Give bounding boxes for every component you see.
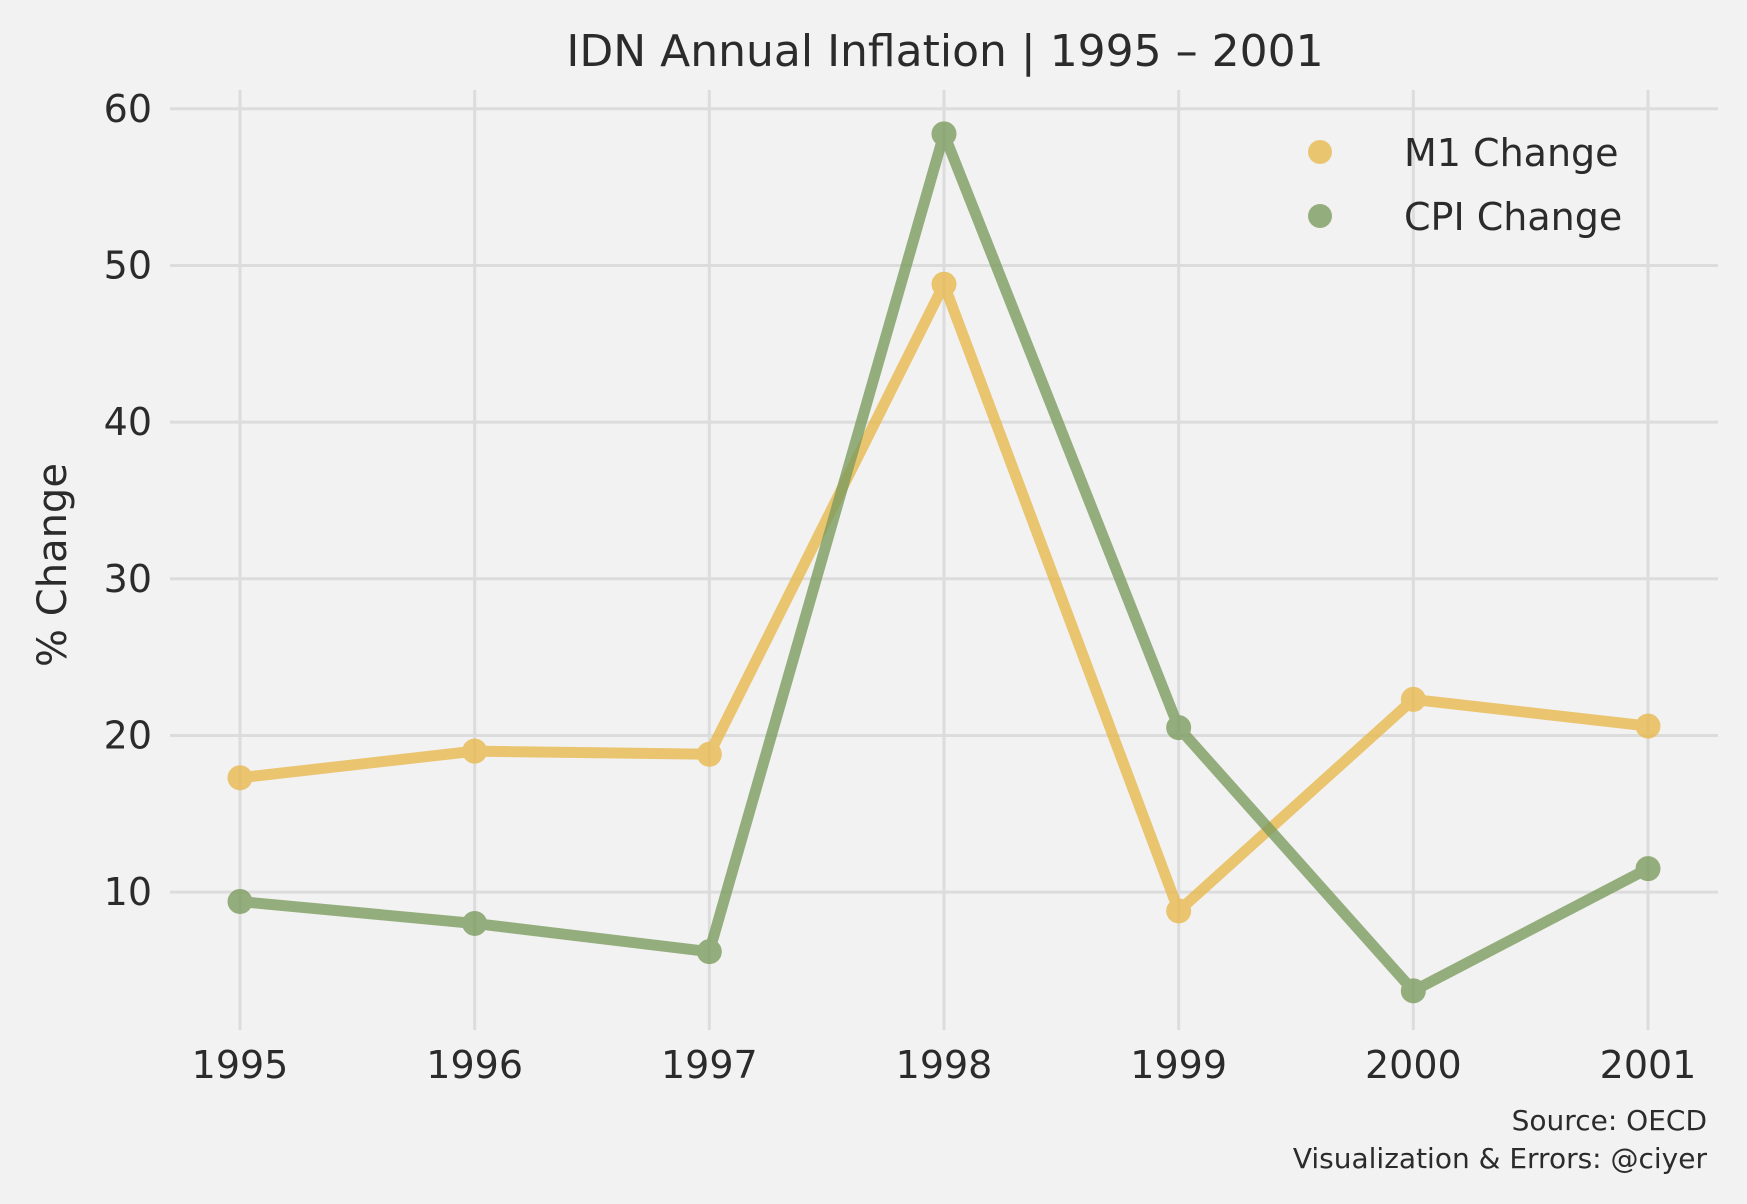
legend-item-m1-change: M1 Change (1308, 131, 1619, 175)
chart-title: IDN Annual Inflation | 1995 – 2001 (566, 26, 1323, 77)
grid (170, 90, 1718, 1030)
legend: M1 Change CPI Change (1308, 131, 1622, 239)
y-tick-label: 30 (104, 557, 152, 601)
data-point-cpi-change (1635, 856, 1661, 882)
x-tick-label: 1997 (661, 1043, 758, 1087)
series-cpi-change (227, 121, 1661, 1004)
x-tick-label: 1999 (1130, 1043, 1227, 1087)
data-point-m1-change (1166, 898, 1192, 924)
y-tick-label: 10 (104, 870, 152, 914)
series-m1-change (227, 271, 1661, 924)
data-point-cpi-change (931, 121, 957, 147)
source-note: Source: OECD (1512, 1104, 1707, 1137)
data-point-m1-change (1635, 713, 1661, 739)
data-point-cpi-change (1400, 978, 1426, 1004)
legend-marker (1308, 204, 1332, 228)
data-point-m1-change (696, 741, 722, 767)
data-point-cpi-change (462, 910, 488, 936)
x-tick-label: 2000 (1365, 1043, 1462, 1087)
data-point-m1-change (1400, 686, 1426, 712)
data-point-cpi-change (1166, 715, 1192, 741)
legend-item-cpi-change: CPI Change (1308, 195, 1622, 239)
y-tick-label: 40 (104, 400, 152, 444)
x-tick-label: 1998 (896, 1043, 993, 1087)
legend-marker (1308, 140, 1332, 164)
data-point-cpi-change (227, 889, 253, 915)
legend-label: CPI Change (1404, 195, 1622, 239)
axis-labels: 1995 1996 1997 1998 1999 2000 2001 10 20 30 40 50 60 (104, 87, 1697, 1087)
y-tick-label: 60 (104, 87, 152, 131)
x-tick-label: 2001 (1600, 1043, 1697, 1087)
x-tick-label: 1996 (426, 1043, 523, 1087)
data-point-cpi-change (696, 939, 722, 965)
data-point-m1-change (462, 738, 488, 764)
y-tick-label: 50 (104, 243, 152, 287)
data-point-m1-change (931, 271, 957, 297)
legend-label: M1 Change (1404, 131, 1619, 175)
y-axis-label: % Change (30, 463, 76, 667)
data-point-m1-change (227, 765, 253, 791)
x-tick-label: 1995 (192, 1043, 289, 1087)
series-layer (227, 121, 1661, 1004)
credit-note: Visualization & Errors: @ciyer (1293, 1142, 1708, 1175)
y-tick-label: 20 (104, 713, 152, 757)
